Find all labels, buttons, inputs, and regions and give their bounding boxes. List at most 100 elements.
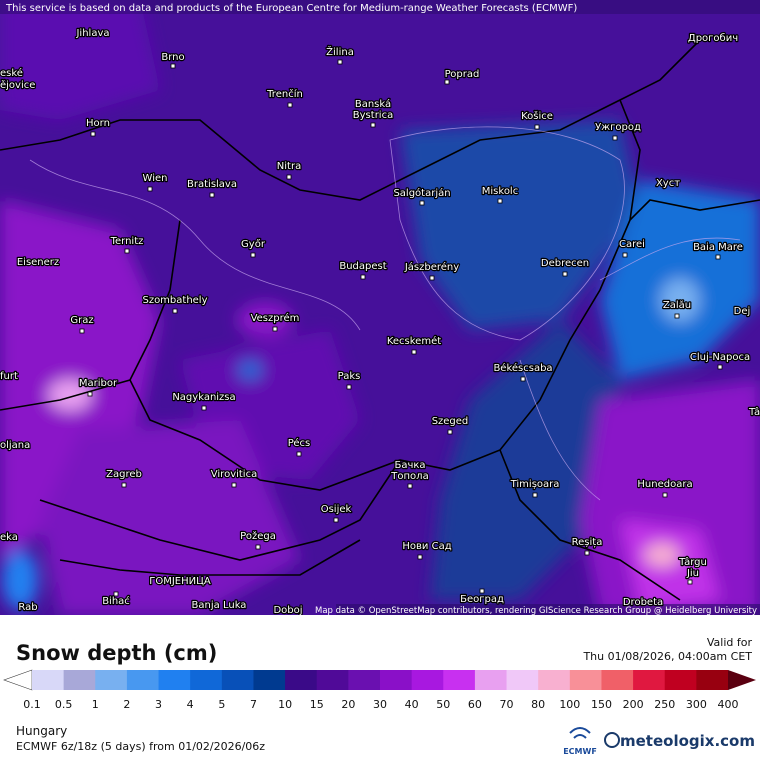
colorbar-label: 20 bbox=[341, 698, 355, 711]
cities: Jihlava Brno Žilina Poprad Дрогобич eskéějovi… bbox=[0, 27, 760, 618]
city-label: Banská bbox=[355, 98, 391, 110]
city-label: Дрогобич bbox=[688, 33, 738, 44]
brand-icon bbox=[604, 732, 620, 748]
colorbar-swatch bbox=[95, 670, 128, 690]
city-label: Brno bbox=[161, 52, 184, 63]
city-dot bbox=[534, 124, 540, 130]
city-dot bbox=[231, 482, 237, 488]
colorbar: 0.1 0.5 1 2 3 4 5 7 10 15 20 30 40 50 60 70 80 100 150 200 2… bbox=[3, 669, 756, 711]
city-label: eka bbox=[0, 532, 18, 543]
city-label: eské bbox=[0, 67, 23, 79]
city-label: ГОМЈЕНИЦА bbox=[149, 576, 211, 587]
city-dot bbox=[250, 252, 256, 258]
city-label: Ternitz bbox=[110, 236, 144, 247]
city-label: Veszprém bbox=[251, 312, 300, 324]
city-label: Nitra bbox=[277, 161, 301, 172]
city-dot bbox=[296, 451, 302, 457]
city-label: Wien bbox=[143, 173, 168, 184]
colorbar-label: 0.1 bbox=[23, 698, 41, 711]
colorbar-right-cap bbox=[728, 670, 756, 690]
colorbar-label: 15 bbox=[310, 698, 324, 711]
city-label: Nagykanizsa bbox=[172, 392, 235, 403]
city-label: Dej bbox=[734, 306, 751, 317]
city-label: Graz bbox=[70, 315, 93, 326]
city-label: Baia Mare bbox=[693, 242, 743, 253]
city-label: Požega bbox=[240, 530, 276, 542]
city-dot bbox=[272, 326, 278, 332]
city-label: oljana bbox=[0, 440, 30, 451]
city-dot bbox=[584, 550, 590, 556]
banner: This service is based on data and produc… bbox=[5, 3, 577, 14]
city-label: Jiu bbox=[686, 568, 699, 579]
city-label: Drobeta bbox=[623, 597, 663, 608]
colorbar-swatch bbox=[63, 670, 96, 690]
city-dot bbox=[333, 517, 339, 523]
city-dot bbox=[674, 313, 680, 319]
city-dot bbox=[121, 482, 127, 488]
city-label: Eisenerz bbox=[17, 257, 59, 268]
city-dot bbox=[622, 252, 628, 258]
colorbar-swatch bbox=[316, 670, 349, 690]
city-label: Osijek bbox=[321, 504, 352, 515]
city-label: Szombathely bbox=[142, 295, 207, 306]
colorbar-swatch bbox=[190, 670, 223, 690]
colorbar-label: 4 bbox=[187, 698, 194, 711]
colorbar-label: 300 bbox=[686, 698, 707, 711]
city-dot bbox=[444, 79, 450, 85]
colorbar-label: 400 bbox=[718, 698, 739, 711]
city-dot bbox=[520, 376, 526, 382]
city-label: Pécs bbox=[288, 437, 311, 449]
city-dot bbox=[90, 131, 96, 137]
city-label: Zalău bbox=[663, 300, 691, 311]
colorbar-label: 30 bbox=[373, 698, 387, 711]
city-label: Бачка bbox=[394, 460, 425, 471]
city-label: Paks bbox=[338, 371, 361, 382]
colorbar-swatch bbox=[474, 670, 508, 690]
city-label: Нови Сад bbox=[402, 541, 451, 552]
contours bbox=[29, 126, 741, 501]
city-dot bbox=[87, 391, 93, 397]
city-dot bbox=[286, 174, 292, 180]
city-dot bbox=[407, 483, 413, 489]
city-label: Szeged bbox=[432, 416, 469, 427]
city-label: Virovitica bbox=[211, 469, 257, 480]
colorbar-swatch bbox=[538, 670, 571, 690]
city-label: Топола bbox=[390, 471, 428, 482]
city-label: Cluj-Napoca bbox=[690, 352, 750, 363]
attribution: Map data © OpenStreetMap contributors, r… bbox=[315, 606, 757, 616]
city-dot bbox=[147, 186, 153, 192]
valid-time: Thu 01/08/2026, 04:00am CET bbox=[582, 650, 752, 663]
colorbar-swatch bbox=[664, 670, 697, 690]
city-label: Doboj bbox=[273, 605, 302, 616]
city-label: Győr bbox=[241, 238, 266, 250]
city-label: Jászberény bbox=[404, 261, 459, 273]
colorbar-swatch bbox=[348, 670, 381, 690]
city-dot bbox=[687, 579, 693, 585]
colorbar-label: 7 bbox=[250, 698, 257, 711]
city-dot bbox=[255, 544, 261, 550]
city-label: Horn bbox=[86, 118, 110, 129]
legend-title: Snow depth (cm) bbox=[16, 641, 217, 665]
city-dot bbox=[172, 308, 178, 314]
city-label: Kecskemét bbox=[387, 335, 441, 347]
colorbar-label: 2 bbox=[123, 698, 130, 711]
model-run: ECMWF 6z/18z (5 days) from 01/02/2026/06… bbox=[16, 740, 265, 753]
city-dot bbox=[346, 384, 352, 390]
city-dot bbox=[79, 328, 85, 334]
city-label: Zagreb bbox=[106, 469, 142, 480]
colorbar-label: 250 bbox=[654, 698, 675, 711]
colorbar-swatch bbox=[126, 670, 160, 690]
colorbar-swatch bbox=[443, 670, 476, 690]
city-dot bbox=[662, 492, 668, 498]
city-label: Salgótarján bbox=[393, 187, 450, 199]
city-dot bbox=[113, 591, 119, 597]
city-label: Hunedoara bbox=[637, 479, 692, 490]
banner-bg bbox=[0, 0, 760, 14]
city-label: Maribor bbox=[79, 378, 118, 389]
city-dot bbox=[497, 198, 503, 204]
city-dot bbox=[429, 275, 435, 281]
colorbar-swatch bbox=[158, 670, 191, 690]
colorbar-label: 1 bbox=[92, 698, 99, 711]
colorbar-label: 5 bbox=[218, 698, 225, 711]
